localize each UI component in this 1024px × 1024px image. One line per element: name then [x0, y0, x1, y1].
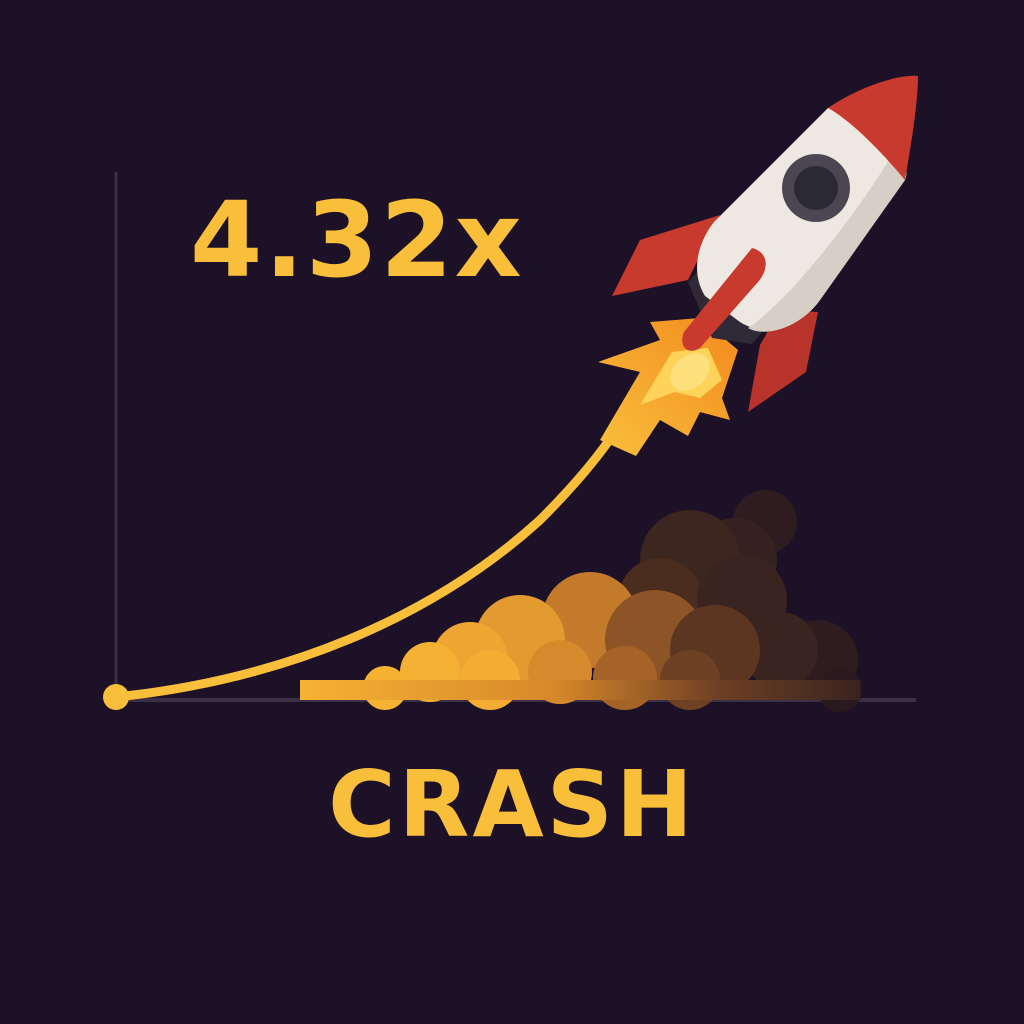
multiplier-curve: [111, 405, 635, 702]
game-title: CRASH: [328, 751, 696, 858]
rocket-icon: [612, 75, 918, 412]
multiplier-display: 4.32x: [190, 179, 524, 301]
flame-icon: [598, 318, 738, 456]
smoke-cloud-icon: [300, 490, 862, 712]
curve-start-point: [103, 684, 129, 710]
